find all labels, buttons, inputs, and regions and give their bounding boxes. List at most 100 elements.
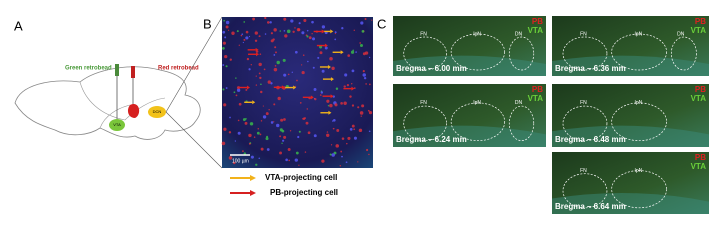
cell	[260, 83, 262, 86]
arrow-head	[324, 43, 328, 48]
cell	[347, 54, 351, 57]
cell	[362, 73, 366, 77]
arrow-head	[281, 85, 285, 90]
legend-arrow-head	[250, 190, 256, 196]
cell	[258, 157, 261, 160]
cell	[352, 49, 354, 52]
cell	[307, 60, 309, 63]
panel-label: C	[377, 16, 386, 31]
cell	[335, 144, 339, 148]
cell	[225, 20, 230, 25]
cell	[259, 53, 262, 55]
cell	[299, 101, 302, 104]
cell	[243, 21, 246, 23]
cell	[225, 87, 228, 90]
cell	[333, 118, 336, 122]
cell	[298, 22, 301, 25]
cell	[331, 66, 335, 71]
cell	[264, 16, 267, 20]
cell	[343, 85, 346, 88]
cell	[235, 94, 238, 97]
arrow-head	[351, 86, 355, 91]
cell	[347, 136, 351, 140]
tissue-band	[552, 192, 709, 214]
region-outline	[562, 36, 608, 71]
cell	[266, 21, 270, 24]
cell	[222, 47, 225, 50]
cell	[355, 51, 357, 53]
cell	[319, 94, 322, 96]
cell	[367, 109, 370, 112]
cell	[341, 155, 343, 158]
cell	[265, 112, 269, 116]
cell	[296, 79, 298, 82]
cell	[279, 151, 282, 155]
cell	[306, 35, 309, 38]
cell	[257, 127, 260, 130]
cell	[225, 65, 228, 68]
cell	[282, 139, 285, 142]
cell	[245, 30, 249, 34]
region-outline	[562, 173, 608, 209]
cell	[242, 118, 246, 122]
micrograph	[222, 17, 373, 168]
cell	[329, 56, 333, 61]
region-label: FN	[580, 168, 587, 174]
cell	[359, 44, 363, 48]
cell	[297, 28, 301, 32]
bregma-label: Bregma – 6.00 mm	[396, 64, 467, 73]
arrow-head	[310, 95, 314, 100]
legend-arrow-head	[250, 175, 256, 181]
vta-site	[109, 119, 125, 131]
cell	[272, 38, 275, 41]
cell	[368, 111, 373, 115]
cell	[351, 69, 355, 73]
region-label: IpN	[634, 100, 642, 106]
cell	[258, 72, 261, 75]
region-label: FN	[420, 100, 427, 106]
cell	[353, 128, 356, 131]
region-label: DN	[677, 31, 685, 37]
cell	[294, 27, 296, 29]
cell	[324, 46, 328, 50]
arrow-head	[321, 29, 325, 34]
zoom-line	[165, 16, 223, 113]
red-label: Red retrobead	[158, 66, 199, 72]
cell	[242, 41, 244, 44]
cell	[332, 127, 335, 130]
cell	[297, 135, 300, 139]
vta-label: VTA	[691, 162, 707, 171]
syringe	[131, 66, 135, 78]
pb-label: PB	[532, 17, 543, 26]
cell	[273, 67, 278, 72]
cell	[341, 137, 345, 140]
green-label: Green retrobead	[65, 66, 112, 72]
cell	[225, 25, 229, 29]
cell	[223, 127, 227, 131]
pb-label: PB	[695, 153, 706, 162]
cell	[361, 29, 365, 33]
cell	[344, 73, 348, 77]
cell	[275, 51, 277, 54]
cell	[314, 97, 317, 101]
cell	[298, 164, 300, 166]
cell	[301, 64, 303, 66]
cell	[362, 70, 365, 73]
tissue-band	[393, 55, 546, 76]
cell	[302, 54, 305, 56]
cell	[248, 68, 251, 71]
cell	[221, 141, 226, 146]
cell	[364, 18, 367, 21]
cell	[238, 44, 240, 46]
cell	[331, 153, 335, 157]
cell	[288, 159, 291, 162]
region-outline	[508, 36, 535, 71]
region-outline	[611, 170, 667, 209]
region-label: DN	[515, 100, 523, 106]
bregma-label: Bregma – 6.48 mm	[555, 135, 626, 144]
cell	[240, 34, 243, 37]
cell	[282, 58, 286, 62]
cell	[258, 35, 261, 38]
cell	[349, 95, 352, 98]
